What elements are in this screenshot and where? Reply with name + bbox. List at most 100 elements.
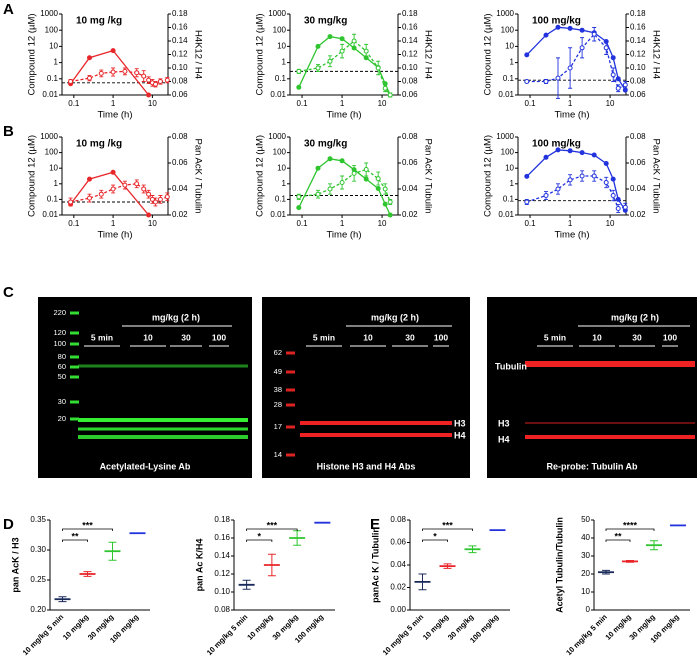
- x-axis-label: Time (h): [97, 230, 132, 241]
- panel-label: A: [3, 1, 14, 18]
- ladder-label: 60: [58, 362, 66, 371]
- marker: [363, 48, 369, 54]
- marker: [327, 156, 333, 162]
- y2-axis-label: Pan AcK / Tubulin: [422, 139, 433, 214]
- x-axis-label: Time (h): [97, 110, 132, 121]
- marker: [567, 177, 573, 183]
- lane-group-label: 5 min: [91, 332, 113, 342]
- y-tick-label: 1000: [496, 9, 514, 18]
- marker: [146, 191, 152, 197]
- y-tick-label: 1000: [268, 9, 286, 18]
- marker: [315, 165, 321, 171]
- y-axis-label: pan Ac K/H4: [194, 539, 204, 592]
- y-tick-label: 1000: [268, 132, 286, 141]
- y-tick-label: 1: [282, 179, 287, 188]
- y-tick-label: 40: [581, 533, 590, 542]
- marker: [146, 212, 152, 218]
- ladder-band: [70, 331, 79, 335]
- marker: [122, 182, 128, 188]
- y2-tick-label: 0.08: [172, 132, 188, 141]
- marker: [375, 65, 381, 71]
- y-tick-label: 100: [501, 148, 515, 157]
- marker: [615, 85, 621, 91]
- y2-tick-label: 0.06: [630, 158, 646, 167]
- y-tick-label: 0.30: [30, 545, 46, 554]
- band-label: H4: [454, 430, 466, 440]
- lane-group-label: 30: [405, 332, 415, 342]
- marker: [351, 170, 357, 176]
- blot-header: mg/kg (2 h): [371, 312, 419, 322]
- ladder-label: 49: [274, 367, 282, 376]
- y-tick-label: 1: [510, 58, 515, 67]
- marker: [543, 154, 549, 160]
- marker: [382, 85, 388, 91]
- x-tick-label: 1: [111, 219, 116, 228]
- y-tick-label: 1: [510, 179, 515, 188]
- chart-title: 10 mg /kg: [76, 16, 122, 27]
- marker: [110, 186, 116, 192]
- y-tick-label: 0.00: [390, 605, 406, 614]
- significance-label: ****: [623, 520, 638, 530]
- blot-header: mg/kg (2 h): [152, 312, 200, 322]
- y-tick-label: 0.14: [214, 551, 230, 560]
- band-label: H3: [454, 418, 466, 428]
- marker: [339, 158, 345, 164]
- marker: [622, 82, 628, 88]
- marker: [579, 150, 585, 156]
- axes: [289, 137, 399, 216]
- marker: [543, 79, 549, 84]
- y-tick-label: 0.01: [498, 90, 514, 99]
- marker: [615, 206, 621, 211]
- y2-tick-label: 0.04: [630, 184, 646, 193]
- significance-label: ***: [442, 520, 453, 530]
- marker: [524, 52, 530, 58]
- marker: [98, 70, 104, 76]
- band-row: [525, 435, 695, 439]
- y2-tick-label: 0.16: [172, 23, 188, 32]
- y2-tick-label: 0.06: [402, 90, 418, 99]
- y-tick-label: 50: [581, 515, 590, 524]
- y2-axis-label: Pan AcK / Tubulin: [192, 139, 203, 214]
- marker: [610, 72, 616, 78]
- marker: [141, 73, 147, 79]
- y2-axis-label: H4K12 / H4: [650, 30, 661, 79]
- lane-group-label: 10: [143, 332, 153, 342]
- x-tick-label: 0.1: [296, 219, 308, 228]
- y2-tick-label: 0.06: [402, 158, 418, 167]
- band-row: [525, 361, 695, 367]
- y-tick-label: 0.18: [214, 515, 230, 524]
- marker: [87, 55, 92, 61]
- y2-tick-label: 0.12: [630, 50, 646, 59]
- ladder-label: 120: [53, 328, 66, 337]
- marker: [87, 195, 92, 201]
- marker: [382, 201, 388, 207]
- significance-bracket: [246, 539, 273, 542]
- band-row: [525, 422, 695, 424]
- marker: [134, 70, 140, 76]
- axes: [517, 137, 627, 216]
- marker: [610, 176, 616, 182]
- significance-bracket: [605, 528, 655, 531]
- y-axis-label: Compound 12 (µM): [255, 13, 266, 95]
- marker: [591, 31, 597, 37]
- y-tick-label: 10: [277, 163, 286, 172]
- marker: [110, 169, 116, 175]
- y-axis-label: Acetyl Tubulin/Tubulin: [554, 517, 564, 613]
- y-tick-label: 20: [581, 569, 590, 578]
- y2-tick-label: 0.18: [402, 9, 418, 18]
- ladder-band: [286, 351, 295, 355]
- marker: [382, 186, 388, 192]
- ladder-band: [286, 388, 295, 392]
- marker: [543, 193, 549, 198]
- ladder-label: 14: [274, 450, 282, 459]
- marker: [87, 176, 92, 182]
- y2-tick-label: 0.06: [172, 90, 188, 99]
- y-axis-label: Compound 12 (µM): [483, 135, 494, 217]
- x-tick-label: 10: [606, 99, 615, 108]
- marker: [524, 79, 530, 84]
- ladder-band: [70, 365, 79, 369]
- series-line: [526, 33, 626, 90]
- ladder-label: 62: [274, 348, 282, 357]
- blot-image: [38, 297, 252, 478]
- ladder-label: 50: [58, 372, 66, 381]
